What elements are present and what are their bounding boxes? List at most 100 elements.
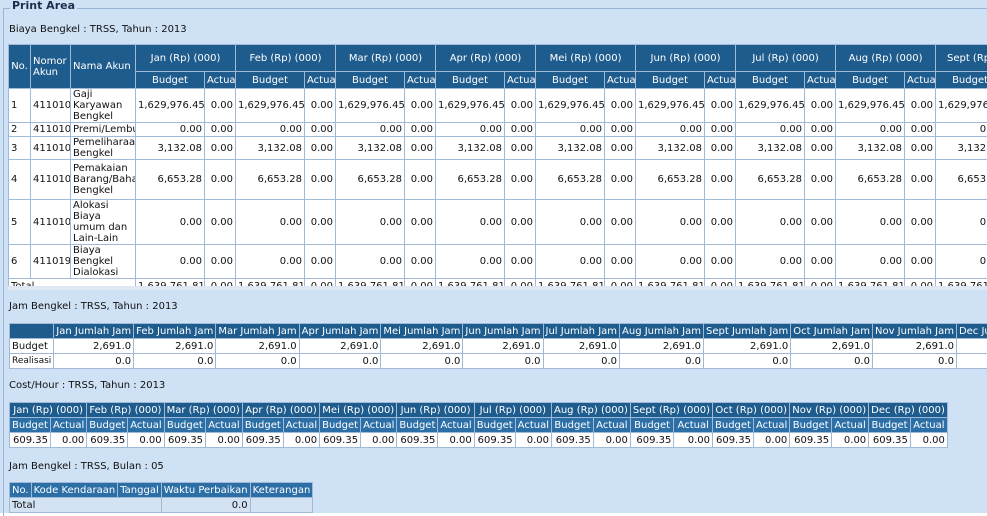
cell-budget: 3,132.08 [636, 137, 705, 160]
jam-realisasi-cell: 0.0 [463, 354, 543, 369]
cell-budget: 6,653.28 [936, 160, 987, 200]
jam-budget-cell: 2,691.0 [704, 339, 791, 354]
cell-budget: 0.00 [436, 123, 505, 137]
sub-header-budget: Budget [836, 72, 905, 89]
cell-budget: 0.00 [536, 123, 605, 137]
cell-budget: 0.00 [836, 200, 905, 245]
table-row: 14110101Gaji Karyawan Bengkel1,629,976.4… [9, 89, 987, 123]
sub-header-budget: Budget [236, 72, 305, 89]
month-header: Mei (Rp) (000) [536, 45, 636, 72]
cell-actual: 0.00 [305, 160, 336, 200]
cost-sub-actual: Actual [910, 418, 947, 433]
cost-actual-cell: 0.00 [128, 433, 164, 448]
cell-budget: 0.00 [436, 200, 505, 245]
row-no: 3 [9, 137, 31, 160]
table-row: 54110105Alokasi Biaya umum dan Lain-Lain… [9, 200, 987, 245]
cell-actual: 0.00 [605, 89, 636, 123]
jam-row-budget-label: Budget [10, 339, 54, 354]
bulan-total-empty [250, 498, 313, 513]
cost-sub-budget: Budget [242, 418, 283, 433]
cost-budget-cell: 609.35 [790, 433, 832, 448]
cost-month-header: Sept (Rp) (000) [630, 403, 712, 418]
month-header: Feb (Rp) (000) [236, 45, 336, 72]
sub-header-actual: Actual [705, 72, 736, 89]
cell-actual: 0.00 [805, 160, 836, 200]
cost-sub-budget: Budget [630, 418, 674, 433]
jam-realisasi-cell: 0.0 [134, 354, 216, 369]
cell-actual: 0.00 [405, 160, 436, 200]
jam-realisasi-cell: 0.0 [872, 354, 956, 369]
sub-header-budget: Budget [936, 72, 987, 89]
row-nama-akun: Alokasi Biaya umum dan Lain-Lain [71, 200, 136, 245]
cost-month-header: Apr (Rp) (000) [242, 403, 319, 418]
bulan-header-no: No. [10, 483, 32, 498]
cell-actual: 0.00 [605, 123, 636, 137]
cell-actual: 0.00 [505, 160, 536, 200]
cell-actual: 0.00 [405, 200, 436, 245]
cell-actual: 0.00 [705, 245, 736, 279]
jam-budget-cell: 2,691.0 [872, 339, 956, 354]
cell-budget: 3,132.08 [536, 137, 605, 160]
cell-budget: 0.00 [236, 123, 305, 137]
cell-budget: 6,653.28 [536, 160, 605, 200]
cost-sub-actual: Actual [206, 418, 243, 433]
jam-month-header: Aug Jumlah Jam [620, 324, 704, 339]
cell-actual: 0.00 [705, 160, 736, 200]
table-row: 64110199Biaya Bengkel Dialokasi0.000.000… [9, 245, 987, 279]
row-nama-akun: Gaji Karyawan Bengkel [71, 89, 136, 123]
bulan-header-kode-kendaraan: Kode Kendaraan [31, 483, 118, 498]
cell-actual: 0.00 [305, 137, 336, 160]
jam-month-header: Apr Jumlah Jam [299, 324, 381, 339]
cost-actual-cell: 0.00 [50, 433, 86, 448]
cell-actual: 0.00 [505, 137, 536, 160]
cell-budget: 1,629,976.45 [636, 89, 705, 123]
cost-month-header: Oct (Rp) (000) [713, 403, 790, 418]
cell-actual: 0.00 [505, 200, 536, 245]
cost-sub-actual: Actual [674, 418, 713, 433]
jam-realisasi-cell: 0.0 [791, 354, 873, 369]
bulan-total-value: 0.0 [161, 498, 250, 513]
cell-actual: 0.00 [405, 137, 436, 160]
cost-sub-actual: Actual [515, 418, 551, 433]
biaya-table-viewport[interactable]: No. Nomor Akun Nama Akun Jan (Rp) (000)F… [8, 44, 987, 288]
cell-budget: 0.00 [136, 200, 205, 245]
cell-budget: 6,653.28 [836, 160, 905, 200]
cell-actual: 0.00 [705, 137, 736, 160]
cell-budget: 0.00 [136, 245, 205, 279]
jam-budget-cell: 2,691.0 [54, 339, 134, 354]
cost-budget-cell: 609.35 [164, 433, 205, 448]
cell-actual: 0.00 [705, 123, 736, 137]
cost-month-header: Dec (Rp) (000) [869, 403, 948, 418]
cost-sub-budget: Budget [474, 418, 515, 433]
cell-actual: 0.00 [805, 89, 836, 123]
cell-actual: 0.00 [205, 123, 236, 137]
row-nama-akun: Pemeliharaan Bengkel [71, 137, 136, 160]
cell-budget: 0.00 [736, 123, 805, 137]
sub-header-budget: Budget [536, 72, 605, 89]
sub-header-actual: Actual [605, 72, 636, 89]
jam-realisasi-cell: 0.0 [620, 354, 704, 369]
jam-realisasi-cell: 0.0 [299, 354, 381, 369]
cell-budget: 6,653.28 [436, 160, 505, 200]
jam-budget-cell: 2,691.0 [216, 339, 299, 354]
month-header: Jan (Rp) (000) [136, 45, 236, 72]
cell-budget: 3,132.08 [236, 137, 305, 160]
cost-actual-cell: 0.00 [674, 433, 713, 448]
cell-budget: 6,653.28 [136, 160, 205, 200]
cost-actual-cell: 0.00 [910, 433, 947, 448]
cell-actual: 0.00 [705, 89, 736, 123]
biaya-title: Biaya Bengkel : TRSS, Tahun : 2013 [9, 24, 187, 35]
cell-budget: 0.00 [736, 200, 805, 245]
cell-budget: 1,629,976.45 [136, 89, 205, 123]
cost-sub-budget: Budget [320, 418, 361, 433]
month-header: Apr (Rp) (000) [436, 45, 536, 72]
month-header: Mar (Rp) (000) [336, 45, 436, 72]
bulan-header-waktu-perbaikan: Waktu Perbaikan [161, 483, 250, 498]
cell-budget: 3,132.08 [936, 137, 987, 160]
horizontal-scrollbar[interactable] [8, 286, 987, 290]
cell-budget: 3,132.08 [336, 137, 405, 160]
cell-budget: 0.00 [336, 200, 405, 245]
cost-sub-actual: Actual [128, 418, 164, 433]
cell-budget: 0.00 [636, 245, 705, 279]
